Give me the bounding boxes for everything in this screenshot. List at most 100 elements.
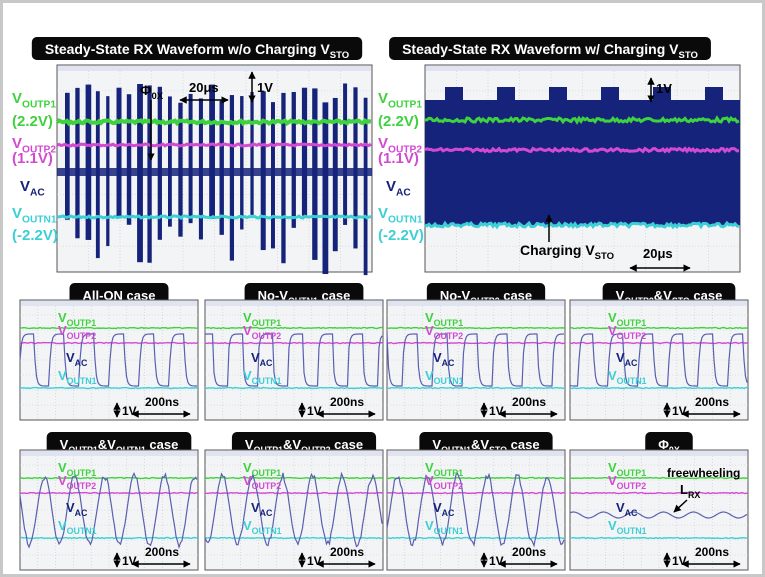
text-part: V — [12, 90, 22, 107]
trace — [301, 87, 308, 216]
trace — [343, 83, 348, 225]
trace — [281, 92, 286, 264]
trace — [116, 87, 122, 218]
trace-label: VAC — [433, 350, 455, 368]
trace — [55, 117, 372, 127]
subscript: OUTP2 — [22, 145, 56, 156]
subscript: OUTN1 — [617, 526, 647, 536]
trace-label: VOUTP1 — [58, 460, 96, 478]
time-label: 200ns — [145, 545, 179, 559]
trace-label: VOUTP2 — [425, 323, 463, 341]
trace-label: VOUTP1 — [425, 310, 463, 328]
trace-label: VOUTP1 — [608, 460, 646, 478]
subscript: AC — [625, 358, 638, 368]
text-part: V — [12, 205, 22, 222]
text-part: L — [680, 482, 688, 497]
text-part: V — [608, 518, 617, 533]
text-part: Φ — [140, 82, 152, 98]
trace — [204, 326, 384, 330]
text-part: (-2.2V) — [12, 227, 58, 244]
trace — [569, 333, 748, 387]
trace-label: VOUTP1 — [58, 310, 96, 328]
annotation: Φ0X — [140, 82, 164, 102]
text-part: V — [66, 500, 75, 515]
text-part: V — [251, 350, 260, 365]
subscript: OUTP1 — [252, 318, 282, 328]
trace — [569, 536, 749, 540]
trace-label: VOUTP2 — [58, 473, 96, 491]
time-label: 200ns — [512, 545, 546, 559]
trace — [424, 146, 740, 154]
title-box — [46, 432, 192, 455]
text-part: V — [425, 460, 434, 475]
trace — [250, 92, 254, 215]
scope-status-bar — [21, 301, 197, 306]
subscript: OUTN1 — [22, 215, 57, 226]
trace-label: VOUTN1 — [425, 368, 464, 386]
annotation: 20μs — [189, 80, 219, 95]
text-part: freewheeling — [667, 466, 740, 480]
subscript: OUTP1 — [22, 100, 56, 111]
subscript: AC — [30, 188, 45, 199]
text-part: V — [58, 368, 67, 383]
text-part: No-V — [258, 288, 289, 303]
trace — [569, 341, 749, 345]
text-part: V — [425, 323, 434, 338]
trace-label: VOUTP2 — [425, 473, 463, 491]
trace-label: VOUTP1 — [12, 90, 56, 111]
subscript: OUTP2 — [617, 331, 647, 341]
text-part: V — [245, 437, 254, 452]
trace-label: VAC — [66, 500, 88, 518]
trace — [601, 87, 619, 107]
trace-label: VOUTN1 — [378, 205, 423, 226]
trace — [204, 341, 384, 345]
text-part: V — [251, 500, 260, 515]
trace — [386, 386, 566, 390]
panel-title: Steady-State RX Waveform w/ Charging VST… — [402, 41, 698, 61]
trace — [705, 87, 723, 107]
trace — [204, 471, 383, 548]
text-part: V — [58, 518, 67, 533]
trace — [126, 94, 132, 225]
time-label: 200ns — [330, 545, 364, 559]
text-part: V — [60, 437, 69, 452]
trace — [56, 142, 372, 148]
subscript: OUTP1 — [434, 468, 464, 478]
trace-label: (-2.2V) — [12, 227, 58, 244]
text-part: V — [608, 368, 617, 383]
text-part: Steady-State RX Waveform w/ Charging V — [402, 41, 679, 57]
time-label: 200ns — [695, 545, 729, 559]
text-part: case — [507, 437, 540, 452]
trace-label: VAC — [433, 500, 455, 518]
subscript: OUTN1 — [617, 376, 647, 386]
trace — [19, 333, 198, 387]
scale-label: 1V — [672, 554, 687, 568]
annotation: Charging VSTO — [520, 242, 614, 262]
subscript: OUTN1 — [67, 526, 97, 536]
trace-label: VAC — [20, 178, 45, 199]
trace-label: VOUTP1 — [243, 310, 281, 328]
trace-label: VOUTP2 — [58, 323, 96, 341]
text-part: V — [20, 178, 30, 195]
panel-title: All-ON case — [83, 288, 156, 303]
text-part: V — [243, 518, 252, 533]
annotation: 1V — [656, 81, 672, 96]
subscript: AC — [260, 358, 273, 368]
trace-label: VOUTP2 — [243, 323, 281, 341]
trace-label: VOUTP2 — [12, 135, 56, 156]
trace — [386, 476, 566, 480]
subscript: OUTP2 — [67, 331, 97, 341]
scale-label: 1V — [489, 554, 504, 568]
trace — [229, 95, 235, 261]
text-part: V — [425, 473, 434, 488]
trace-label: VOUTN1 — [608, 518, 647, 536]
text-part: V — [378, 90, 388, 107]
subscript: STO — [679, 50, 698, 61]
trace-label: VOUTP2 — [608, 323, 646, 341]
subscript: OUTP2 — [252, 481, 282, 491]
trace — [56, 214, 372, 220]
subscript: AC — [442, 508, 455, 518]
trace — [424, 115, 740, 125]
text-part: V — [433, 350, 442, 365]
